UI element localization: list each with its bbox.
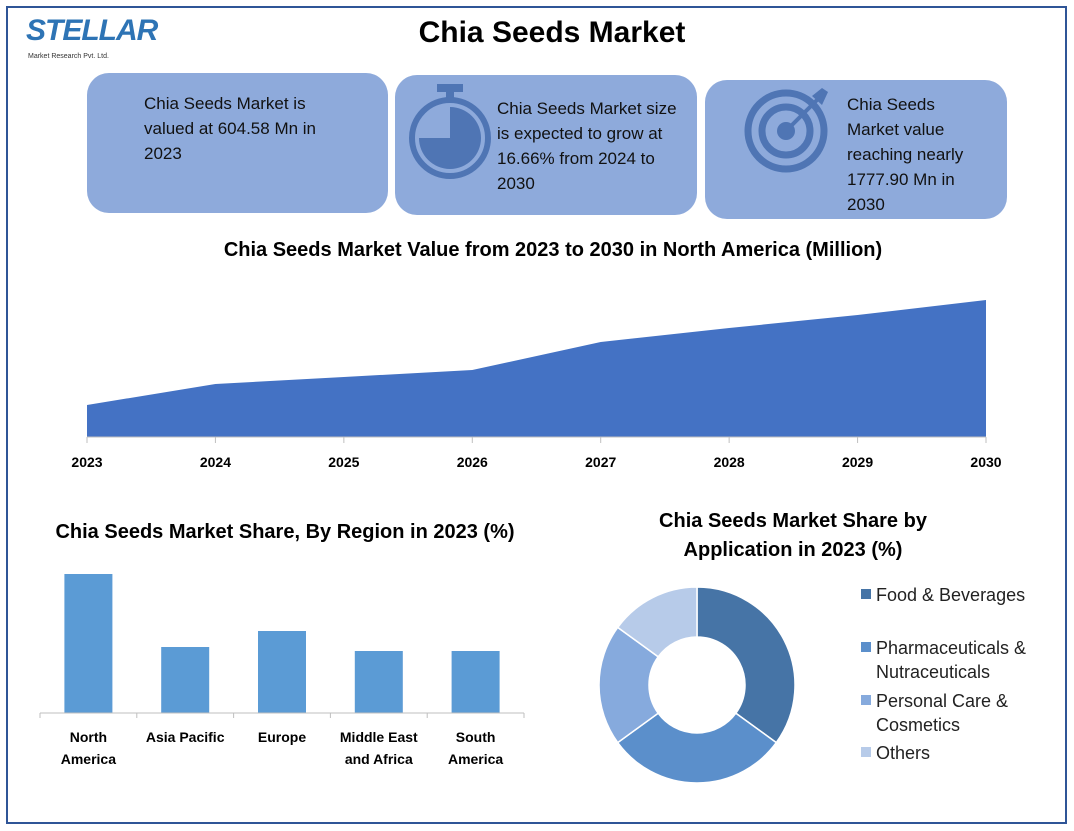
bar [354,651,403,713]
chart-title: Chia Seeds Market Share, By Region in 20… [55,521,515,543]
donut-slice [696,586,796,744]
x-tick-label: 2025 [328,454,360,470]
x-tick-label: South America [447,729,504,767]
bar [451,651,500,713]
bar [64,574,113,713]
x-tick-label: 2028 [713,454,745,470]
bar [258,631,306,713]
legend-swatch [861,695,871,705]
frame [6,6,1067,824]
donut-slice [616,586,698,658]
bar [161,647,210,713]
card [87,73,388,213]
x-tick-label: 2024 [199,454,231,470]
legend-swatch [861,589,871,599]
page-title: Chia Seeds Market [418,16,686,49]
area [87,300,986,437]
card-text: Chia Seeds Market is valued at 604.58 Mn… [144,94,317,163]
x-tick-label: Middle East and Africa [339,729,418,767]
card-text: Chia Seeds Market size is expected to gr… [497,99,677,193]
x-tick-label: 2029 [841,454,874,470]
legend-label: Pharmaceuticals & Nutraceuticals [876,638,1027,682]
x-tick-label: Europe [257,729,307,745]
stopwatch-icon [409,84,491,179]
x-tick-label: 2027 [585,454,617,470]
donut-slice [616,712,778,784]
x-tick-label: North America [60,729,117,767]
legend-swatch [861,642,871,652]
legend-label: Personal Care & Cosmetics [876,691,1009,735]
card-text: Chia Seeds Market value reaching nearly … [847,95,964,214]
legend-label: Others [876,743,931,763]
logo-sub: Market Research Pvt. Ltd. [28,53,109,60]
x-tick-label: 2030 [970,454,1002,470]
logo: STELLAR [26,14,158,47]
legend-swatch [861,747,871,757]
chart-title: Chia Seeds Market Value from 2023 to 203… [223,239,883,261]
x-tick-label: 2026 [456,454,488,470]
x-tick-label: Asia Pacific [145,729,225,745]
target-icon [744,88,828,173]
chart-title: Chia Seeds Market Share by Application i… [659,510,927,561]
legend-label: Food & Beverages [876,585,1026,605]
x-tick-label: 2023 [71,454,103,470]
